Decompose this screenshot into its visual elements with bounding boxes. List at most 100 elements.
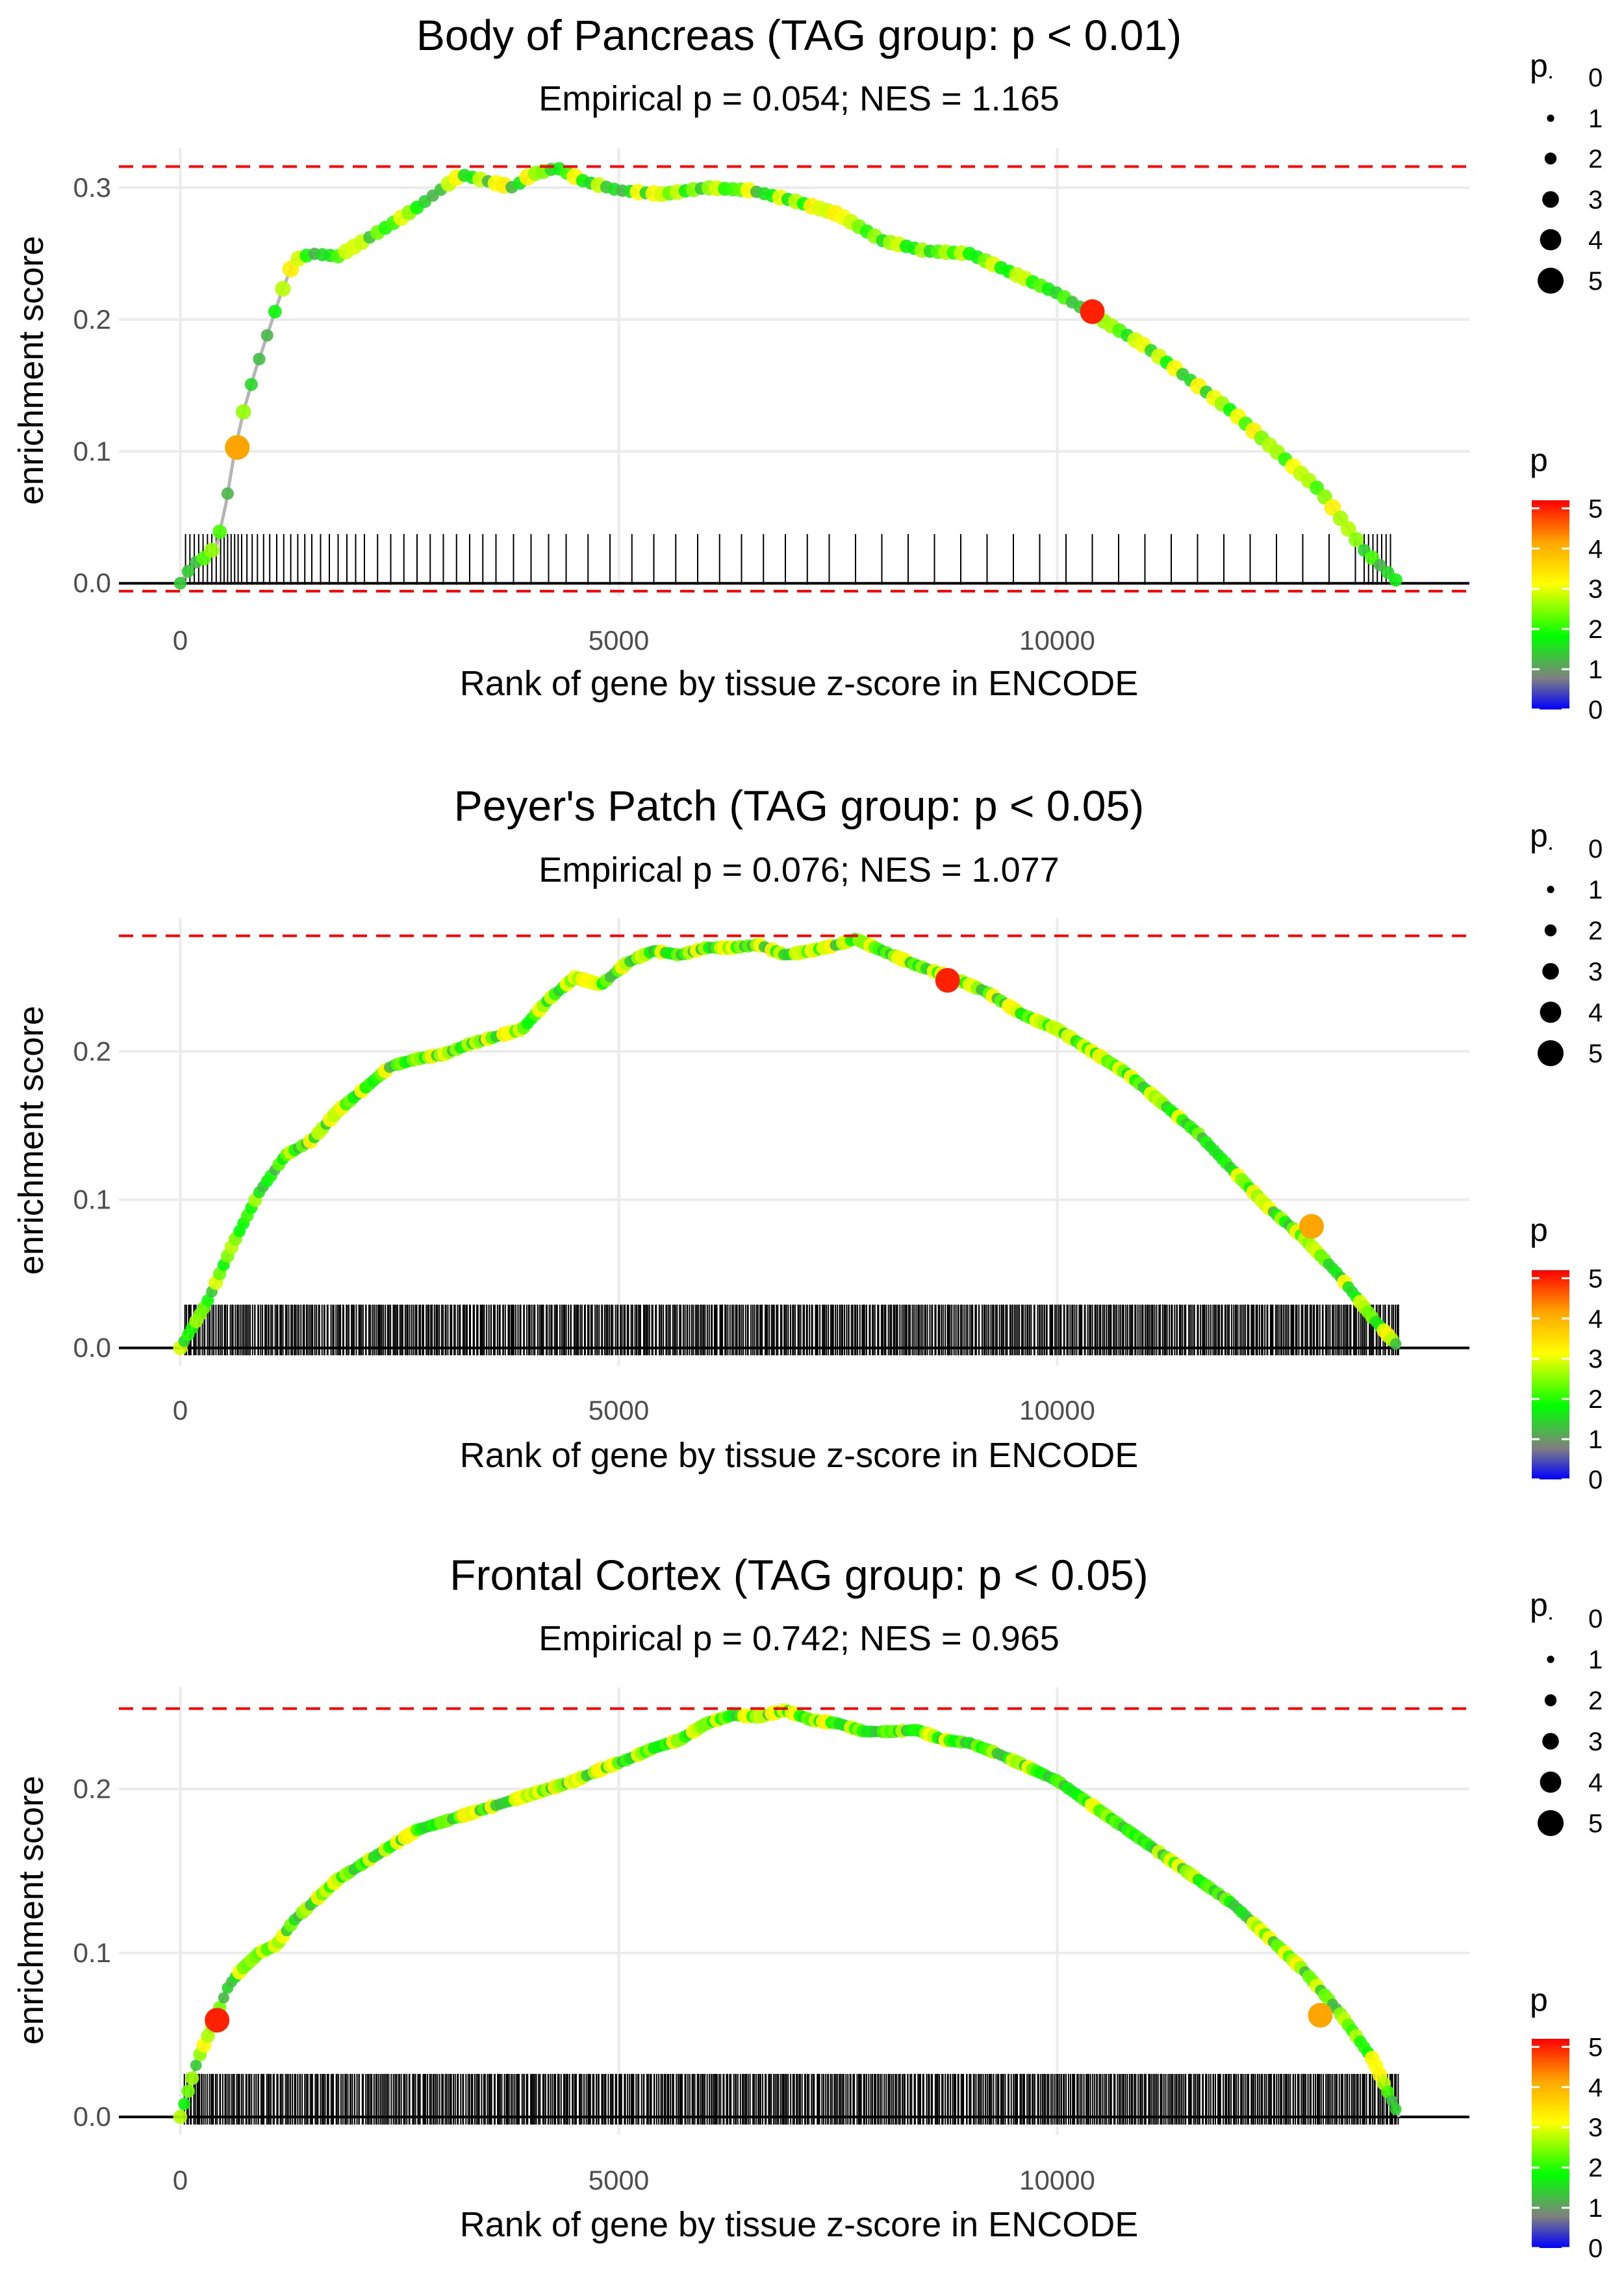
x-tick-label: 0	[173, 625, 188, 656]
es-point	[201, 1294, 214, 1307]
colorbar-label: 4	[1588, 535, 1603, 563]
y-axis-label: enrichment score	[12, 1006, 51, 1275]
es-point	[1389, 1338, 1402, 1350]
size-legend-dot	[1547, 886, 1554, 893]
x-axis-label: Rank of gene by tissue z-score in ENCODE	[460, 2205, 1138, 2244]
color-legend-title: p	[1530, 1982, 1548, 2018]
highlight-point	[935, 967, 960, 993]
es-point	[173, 2110, 188, 2125]
panel-peyers-patch: Peyer's Patch (TAG group: p < 0.05) Empi…	[12, 782, 1603, 1494]
es-point	[1349, 531, 1364, 548]
size-legend-label: 3	[1588, 1728, 1603, 1756]
color-legend-title: p	[1530, 1212, 1548, 1248]
enrichment-curve	[173, 1703, 1402, 2125]
es-point	[1389, 2103, 1402, 2115]
es-point	[204, 543, 220, 558]
size-legend-label: 2	[1588, 145, 1603, 173]
size-legend-label: 5	[1588, 1809, 1603, 1838]
enrichment-curve	[173, 162, 1402, 590]
es-point	[181, 2084, 195, 2098]
x-tick-label: 5000	[589, 625, 649, 656]
y-tick-label: 0.1	[73, 436, 111, 466]
y-tick-label: 0.0	[73, 2101, 111, 2132]
size-legend-label: 3	[1588, 958, 1603, 986]
reference-lines	[119, 165, 1469, 593]
colorbar-label: 0	[1588, 2234, 1603, 2263]
panel-body-of-pancreas: Body of Pancreas (TAG group: p < 0.01) E…	[12, 11, 1603, 724]
size-legend-dot	[1544, 152, 1557, 165]
y-axis-ticks: 0.0 0.1 0.2	[73, 1773, 111, 2132]
es-line	[179, 166, 1401, 585]
x-axis-ticks: 0 5000 10000	[173, 625, 1095, 656]
x-tick-label: 10000	[1019, 1395, 1095, 1425]
size-legend-label: 4	[1588, 226, 1603, 255]
colorbar	[1532, 500, 1569, 709]
size-legend-dot	[1542, 191, 1559, 208]
size-legend-title: p	[1530, 47, 1548, 84]
size-legend-label: 5	[1588, 267, 1603, 296]
colorbar-label: 2	[1588, 1385, 1603, 1414]
y-axis-label: enrichment score	[12, 236, 51, 505]
gridlines	[119, 918, 1469, 1366]
colorbar-label: 2	[1588, 615, 1603, 644]
es-point	[173, 576, 187, 590]
size-legend-label: 1	[1588, 1646, 1603, 1674]
colorbar-label: 1	[1588, 2194, 1603, 2223]
es-point	[212, 524, 227, 539]
y-tick-label: 0.2	[73, 1773, 111, 1804]
hit-ticks	[119, 534, 1469, 585]
size-legend-dot	[1540, 229, 1562, 251]
chart-subtitle: Empirical p = 0.742; NES = 0.965	[539, 1619, 1059, 1658]
chart-subtitle: Empirical p = 0.076; NES = 1.077	[539, 850, 1059, 889]
highlight-point	[1308, 2002, 1333, 2028]
size-legend-dot	[1544, 1694, 1557, 1707]
chart-title: Body of Pancreas (TAG group: p < 0.01)	[416, 11, 1182, 59]
size-legend-dot	[1538, 268, 1564, 294]
colorbar-label: 1	[1588, 1425, 1603, 1454]
size-legend-dot	[1547, 1655, 1554, 1663]
es-point	[244, 377, 258, 391]
y-axis-ticks: 0.0 0.1 0.2	[73, 1036, 111, 1362]
color-legend: p 0 1 2 3 4 5	[1530, 1982, 1603, 2263]
y-axis-ticks: 0.0 0.1 0.2 0.3	[73, 172, 111, 598]
size-legend-dot	[1544, 924, 1557, 937]
x-tick-label: 0	[173, 1395, 188, 1425]
es-point	[218, 1992, 229, 2004]
hit-ticks	[119, 2074, 1469, 2125]
x-axis-ticks: 0 5000 10000	[173, 1395, 1095, 1425]
size-legend-label: 5	[1588, 1040, 1603, 1068]
size-legend-label: 1	[1588, 876, 1603, 904]
es-point	[185, 2071, 199, 2086]
gridlines	[119, 1687, 1469, 2135]
colorbar	[1532, 2039, 1569, 2248]
es-point	[253, 353, 266, 366]
colorbar-label: 3	[1588, 1345, 1603, 1373]
es-point	[275, 281, 291, 297]
size-legend-dot	[1540, 1001, 1562, 1023]
color-legend: p 0 1 2 3 4 5	[1530, 1212, 1603, 1494]
size-legend-label: 1	[1588, 105, 1603, 133]
colorbar-label: 3	[1588, 575, 1603, 604]
size-legend-label: 4	[1588, 999, 1603, 1027]
es-line	[179, 1708, 1401, 2118]
size-legend-label: 0	[1588, 1605, 1603, 1633]
es-point	[268, 305, 282, 319]
es-point	[1332, 510, 1349, 526]
size-legend-dot	[1549, 1617, 1552, 1620]
x-tick-label: 10000	[1019, 625, 1095, 656]
size-legend-label: 2	[1588, 1687, 1603, 1715]
colorbar-label: 4	[1588, 1305, 1603, 1333]
highlight-point	[225, 435, 250, 460]
colorbar-label: 5	[1588, 2033, 1603, 2062]
es-point	[235, 404, 251, 420]
y-axis-label: enrichment score	[12, 1776, 51, 2045]
highlight-point	[1080, 299, 1105, 324]
colorbar-label: 5	[1588, 494, 1603, 523]
size-legend: p 0 1 2 3 4 5	[1530, 1587, 1603, 1838]
es-point	[181, 565, 195, 578]
size-legend-label: 0	[1588, 835, 1603, 863]
x-tick-label: 5000	[589, 1395, 649, 1425]
y-tick-label: 0.2	[73, 304, 111, 335]
es-point	[221, 487, 234, 500]
